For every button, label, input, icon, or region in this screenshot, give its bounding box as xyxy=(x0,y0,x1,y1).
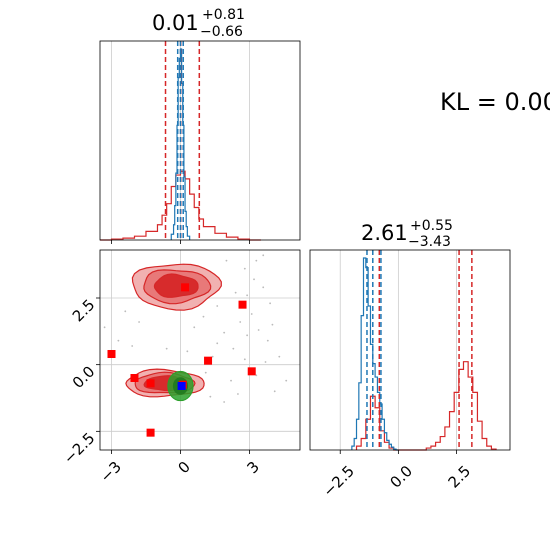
marker-red-1 xyxy=(238,300,247,309)
quantile-lines-param2 xyxy=(366,250,473,450)
kl-divergence-label: KL = 0.00 xyxy=(440,88,550,116)
title-param1-plus: +0.81 xyxy=(202,7,245,23)
scatter-point-18 xyxy=(273,390,276,393)
joint-ytick-label-2: 2.5 xyxy=(69,296,99,326)
marker-red-2 xyxy=(107,350,116,358)
scatter-point-0 xyxy=(243,267,246,270)
scatter-point-10 xyxy=(223,331,226,334)
scatter-point-15 xyxy=(266,339,269,342)
scatter-point-4 xyxy=(269,302,272,305)
joint-xtick-label-2: 3 xyxy=(243,458,262,477)
scatter-point-2 xyxy=(262,286,265,289)
marginal-plot-param2: −2.5 0.0 2.5 2.61 +0.55 −3.43 xyxy=(309,218,511,500)
scatter-point-38 xyxy=(216,305,219,307)
title-param1-minus: −0.66 xyxy=(200,24,243,40)
title-param2-value: 2.61 xyxy=(361,221,408,245)
scatter-point-30 xyxy=(209,395,212,398)
scatter-point-5 xyxy=(250,313,253,315)
ticks-param1 xyxy=(111,240,250,244)
marker-red-0 xyxy=(181,283,190,292)
scatter-point-7 xyxy=(271,323,274,326)
title-param2: 2.61 +0.55 −3.43 xyxy=(361,218,453,250)
title-param1: 0.01 +0.81 −0.66 xyxy=(152,7,245,40)
joint-ytick-label-0: −2.5 xyxy=(60,429,98,467)
scatter-point-24 xyxy=(117,339,120,342)
marker-red-5 xyxy=(146,379,155,388)
joint-xtick-label-0: −3 xyxy=(97,458,125,486)
scatter-points xyxy=(103,254,288,403)
param2-hist-blue xyxy=(351,257,399,451)
marker-red-3 xyxy=(204,356,213,365)
scatter-point-20 xyxy=(223,401,226,403)
scatter-point-25 xyxy=(131,345,134,347)
scatter-point-3 xyxy=(234,291,237,294)
title-param1-value: 0.01 xyxy=(152,11,199,35)
param2-hist-red xyxy=(355,361,497,451)
scatter-point-36 xyxy=(246,294,249,297)
scatter-point-26 xyxy=(202,315,205,318)
joint-plot: −3 0 3 −2.5 0.0 2.5 xyxy=(60,249,301,486)
scatter-point-27 xyxy=(193,326,196,329)
param2-xtick-label-0: −2.5 xyxy=(319,462,357,500)
joint-xtick-label-1: 0 xyxy=(174,458,193,477)
scatter-point-17 xyxy=(255,374,258,377)
scatter-point-16 xyxy=(278,355,281,358)
markers xyxy=(107,283,256,437)
scatter-point-6 xyxy=(239,321,242,323)
scatter-point-22 xyxy=(138,321,140,323)
scatter-point-14 xyxy=(243,358,246,361)
grid-param2 xyxy=(339,250,457,450)
marker-blue xyxy=(177,382,186,390)
scatter-point-9 xyxy=(246,334,249,337)
scatter-point-28 xyxy=(225,259,228,262)
scatter-point-31 xyxy=(204,371,207,374)
scatter-point-19 xyxy=(230,379,232,382)
scatter-point-13 xyxy=(211,355,214,358)
marker-red-4 xyxy=(130,374,139,382)
param2-xtick-label-1: 0.0 xyxy=(387,462,417,492)
scatter-point-32 xyxy=(165,347,168,350)
scatter-point-8 xyxy=(257,329,260,331)
contour-mode0-level2 xyxy=(153,273,199,298)
marker-red-7 xyxy=(146,428,155,437)
scatter-point-39 xyxy=(264,361,267,363)
param2-xtick-label-2: 2.5 xyxy=(445,462,475,492)
joint-ytick-label-1: 0.0 xyxy=(69,362,99,392)
marker-red-6 xyxy=(247,367,256,376)
marginal-plot-param1: 0.01 +0.81 −0.66 xyxy=(99,7,301,244)
title-param2-plus: +0.55 xyxy=(410,218,453,234)
axes-frame-param2 xyxy=(309,249,511,451)
axes-frame-joint xyxy=(99,249,301,451)
histograms-param2 xyxy=(351,257,497,451)
scatter-point-21 xyxy=(124,310,127,313)
scatter-point-1 xyxy=(253,278,255,281)
scatter-point-37 xyxy=(255,259,258,262)
scatter-point-29 xyxy=(262,254,265,257)
ticks-param2: −2.5 0.0 2.5 xyxy=(319,450,474,500)
axes-frame-param1 xyxy=(99,40,301,241)
scatter-point-23 xyxy=(103,326,106,329)
title-param2-minus: −3.43 xyxy=(408,234,451,250)
scatter-point-12 xyxy=(232,347,235,350)
scatter-point-35 xyxy=(285,379,288,382)
scatter-point-11 xyxy=(216,342,219,345)
scatter-point-34 xyxy=(237,393,239,395)
scatter-point-33 xyxy=(186,350,189,353)
quantile-lines-param1 xyxy=(164,41,201,240)
